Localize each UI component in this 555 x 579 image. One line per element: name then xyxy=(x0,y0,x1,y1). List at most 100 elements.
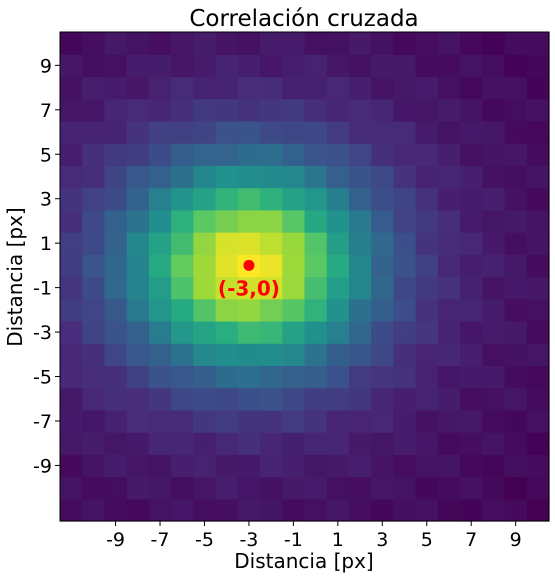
heatmap-cell xyxy=(437,476,461,500)
heatmap-cell xyxy=(171,209,194,233)
heatmap-cell xyxy=(104,387,128,411)
heatmap-cell xyxy=(482,498,506,522)
heatmap-cell xyxy=(260,298,283,322)
heatmap-cell xyxy=(371,320,395,344)
heatmap-cell xyxy=(126,320,150,344)
heatmap-cell xyxy=(126,276,150,300)
heatmap-cell xyxy=(482,454,506,478)
heatmap-cell xyxy=(237,365,261,389)
heatmap-cell xyxy=(393,187,417,211)
heatmap-cell xyxy=(260,365,283,389)
heatmap-cell xyxy=(371,143,395,166)
heatmap-cell xyxy=(282,298,306,322)
heatmap-cell xyxy=(504,98,528,122)
heatmap-cell xyxy=(104,32,128,55)
heatmap-cell xyxy=(260,165,283,189)
heatmap-cell xyxy=(304,432,328,455)
heatmap-cell xyxy=(104,165,128,189)
heatmap-cell xyxy=(193,232,217,255)
heatmap-cell xyxy=(415,454,439,478)
heatmap-cell xyxy=(482,165,506,189)
heatmap-cell xyxy=(393,76,417,100)
heatmap-cell xyxy=(348,387,372,411)
heatmap-cell xyxy=(60,32,83,55)
heatmap-cell xyxy=(415,387,439,411)
heatmap-cell xyxy=(348,209,372,233)
heatmap-cell xyxy=(348,187,372,211)
heatmap-cell xyxy=(82,387,106,411)
heatmap-cell xyxy=(371,432,395,455)
heatmap-cell xyxy=(415,209,439,233)
heatmap-cell xyxy=(282,209,306,233)
heatmap-cell xyxy=(415,98,439,122)
peak-label: (-3,0) xyxy=(218,276,280,300)
heatmap-cell xyxy=(260,209,283,233)
heatmap-cell xyxy=(82,165,106,189)
heatmap-cell xyxy=(260,120,283,144)
heatmap-cell xyxy=(282,409,306,433)
heatmap-cell xyxy=(282,498,306,522)
heatmap-cell xyxy=(437,209,461,233)
heatmap-cell xyxy=(482,320,506,344)
heatmap-cell xyxy=(504,454,528,478)
heatmap-cell xyxy=(215,320,239,344)
heatmap-cell xyxy=(393,143,417,166)
heatmap-cell xyxy=(371,165,395,189)
heatmap-cell xyxy=(526,120,550,144)
heatmap-cell xyxy=(215,476,239,500)
heatmap-cell xyxy=(393,343,417,367)
x-tick-label: -9 xyxy=(106,529,125,551)
heatmap-cell xyxy=(526,209,550,233)
heatmap-cell xyxy=(215,409,239,433)
heatmap-cell xyxy=(371,32,395,55)
heatmap-cell xyxy=(304,476,328,500)
heatmap-cell xyxy=(437,432,461,455)
heatmap-cell xyxy=(304,32,328,55)
heatmap-cell xyxy=(526,276,550,300)
heatmap-cell xyxy=(326,476,350,500)
heatmap-cell xyxy=(60,432,83,455)
heatmap-cell xyxy=(326,254,350,278)
heatmap-cell xyxy=(282,387,306,411)
heatmap-cell xyxy=(526,165,550,189)
heatmap-cell xyxy=(171,365,194,389)
heatmap-cell xyxy=(504,76,528,100)
x-axis-label: Distancia [px] xyxy=(234,549,373,573)
heatmap-cell xyxy=(304,209,328,233)
heatmap-cell xyxy=(148,232,172,255)
heatmap-cell xyxy=(460,187,483,211)
heatmap-cell xyxy=(437,454,461,478)
y-tick-label: -5 xyxy=(33,367,52,389)
x-tick-label: 7 xyxy=(465,529,477,551)
heatmap-cell xyxy=(171,476,194,500)
heatmap-cell xyxy=(237,165,261,189)
heatmap-cell xyxy=(82,276,106,300)
heatmap-cell xyxy=(260,54,283,78)
heatmap-cell xyxy=(371,276,395,300)
heatmap-cell xyxy=(437,54,461,78)
heatmap-cell xyxy=(82,320,106,344)
heatmap-cell xyxy=(526,254,550,278)
heatmap-cell xyxy=(260,343,283,367)
heatmap-cell xyxy=(304,120,328,144)
y-axis-label: Distancia [px] xyxy=(3,207,27,346)
heatmap-cell xyxy=(260,143,283,166)
y-axis-ticks: 9 7 5 3 1 -1 -3 -5 -7 -9 xyxy=(33,55,60,477)
heatmap-cell xyxy=(437,387,461,411)
heatmap-cell xyxy=(60,143,83,166)
heatmap-cell xyxy=(104,76,128,100)
heatmap-cell xyxy=(171,254,194,278)
heatmap-cell xyxy=(282,343,306,367)
heatmap-cell xyxy=(460,209,483,233)
heatmap-cell xyxy=(104,343,128,367)
heatmap-cell xyxy=(304,387,328,411)
heatmap-cell xyxy=(304,409,328,433)
heatmap-cell xyxy=(237,454,261,478)
heatmap-cell xyxy=(193,209,217,233)
heatmap-cell xyxy=(60,320,83,344)
heatmap-cell xyxy=(460,254,483,278)
heatmap-cell xyxy=(393,165,417,189)
heatmap-cell xyxy=(348,432,372,455)
heatmap-cell xyxy=(215,387,239,411)
heatmap-cell xyxy=(148,54,172,78)
